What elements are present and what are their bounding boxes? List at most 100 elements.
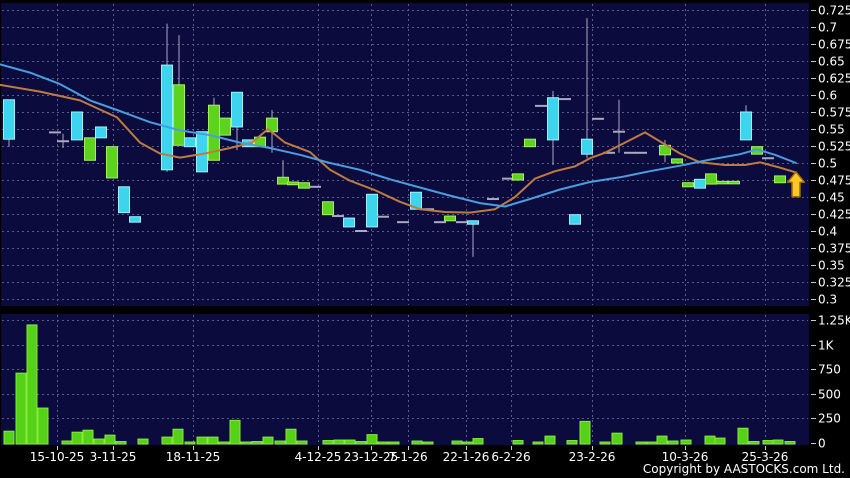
volume-bar	[532, 441, 544, 445]
volume-bar	[355, 441, 367, 445]
date-axis-label: 18-11-25	[166, 450, 220, 464]
volume-bar	[15, 372, 27, 445]
candle-green	[287, 181, 299, 186]
volume-axis-label: 1.25K	[818, 314, 850, 328]
volume-bar	[544, 435, 556, 445]
volume-bar	[137, 438, 149, 445]
date-axis-label: 15-10-25	[30, 450, 84, 464]
price-plot-area[interactable]	[1, 3, 809, 306]
volume-bar	[462, 441, 474, 445]
date-axis-label: 10-3-26	[662, 450, 709, 464]
candle-green	[219, 117, 231, 136]
volume-bar	[218, 441, 230, 445]
volume-bar	[37, 407, 49, 445]
candle-cyan	[118, 186, 130, 214]
date-axis-label: 23-12-25	[344, 450, 398, 464]
candle-green	[512, 173, 524, 181]
candle-cyan	[569, 214, 581, 225]
candle-cyan	[129, 216, 141, 223]
volume-bar	[82, 429, 94, 445]
candle-cyan	[547, 97, 559, 141]
price-axis-label: 0.4	[818, 225, 837, 239]
volume-bar	[737, 427, 749, 445]
candle-cyan	[95, 126, 107, 139]
volume-bar	[71, 431, 83, 445]
candle-cyan	[71, 111, 83, 141]
volume-plot-area[interactable]	[1, 314, 809, 445]
price-axis-label: 0.475	[818, 174, 850, 188]
candle-cyan	[231, 91, 243, 128]
price-axis-label: 0.375	[818, 242, 850, 256]
volume-bar	[704, 435, 716, 445]
candle-cyan	[366, 193, 378, 228]
volume-bar	[566, 440, 578, 445]
volume-bar	[579, 420, 591, 445]
candle-green	[298, 182, 310, 189]
x-axis-labels: 15-10-25 3-11-25 18-11-25 4-12-25 23-12-257-…	[30, 446, 789, 464]
date-axis-label: 4-12-25	[295, 450, 342, 464]
volume-bar	[251, 441, 263, 445]
volume-axis-label: 0	[818, 437, 826, 451]
price-axis-label: 0.575	[818, 106, 850, 120]
volume-bar	[172, 428, 184, 445]
volume-bar	[599, 441, 611, 445]
volume-bar	[229, 419, 241, 445]
volume-bar	[104, 434, 116, 445]
volume-bar	[451, 440, 463, 445]
volume-bar	[3, 430, 15, 445]
candle-green	[173, 84, 185, 146]
candle-green	[444, 215, 456, 222]
volume-bars	[3, 324, 796, 445]
candle-cyan	[694, 178, 706, 189]
date-axis-label: 25-3-26	[742, 450, 789, 464]
volume-bar	[296, 440, 308, 445]
volume-axis-label: 1K	[818, 339, 835, 353]
up-arrow-marker	[786, 171, 806, 198]
volume-bar	[772, 439, 784, 445]
candle-green	[322, 201, 334, 216]
price-axis-label: 0.65	[818, 55, 845, 69]
candle-green	[106, 146, 118, 179]
date-axis-label: 3-11-25	[90, 450, 137, 464]
price-axis-label: 0.725	[818, 4, 850, 18]
volume-bar	[274, 440, 286, 445]
price-axis-label: 0.325	[818, 276, 850, 290]
candles	[3, 18, 786, 257]
volume-bar	[512, 440, 524, 445]
volume-bar	[388, 441, 400, 445]
volume-bar	[322, 440, 334, 445]
volume-bar	[646, 441, 658, 445]
candle-green	[705, 173, 717, 185]
volume-bar	[26, 324, 38, 445]
volume-bar	[184, 441, 196, 445]
candle-cyan	[196, 131, 208, 173]
volume-bar	[667, 440, 679, 445]
price-axis-label: 0.35	[818, 259, 845, 273]
volume-bar	[611, 432, 623, 445]
price-axis-label: 0.3	[818, 293, 837, 307]
candle-cyan	[467, 220, 479, 225]
volume-bar	[61, 440, 73, 445]
volume-axis-label: 500	[818, 388, 841, 402]
volume-bar	[344, 439, 356, 445]
price-axis-label: 0.425	[818, 208, 850, 222]
grid-lines	[2, 4, 808, 444]
candle-green	[671, 158, 683, 164]
candle-green	[524, 138, 536, 148]
volume-bar	[93, 438, 105, 445]
date-axis-label: 7-1-26	[388, 450, 427, 464]
volume-axis-label: 750	[818, 363, 841, 377]
volume-bar	[285, 428, 297, 445]
volume-bar	[784, 441, 796, 445]
price-axis-label: 0.525	[818, 140, 850, 154]
candle-cyan	[740, 111, 752, 141]
candle-cyan	[161, 64, 173, 171]
volume-bar	[196, 436, 208, 445]
candle-cyan	[581, 138, 593, 155]
moving-average-line-blue	[0, 63, 797, 208]
candle-cyan	[184, 137, 196, 148]
candle-green	[728, 180, 740, 185]
volume-bar	[656, 435, 668, 445]
price-axis-label: 0.675	[818, 38, 850, 52]
